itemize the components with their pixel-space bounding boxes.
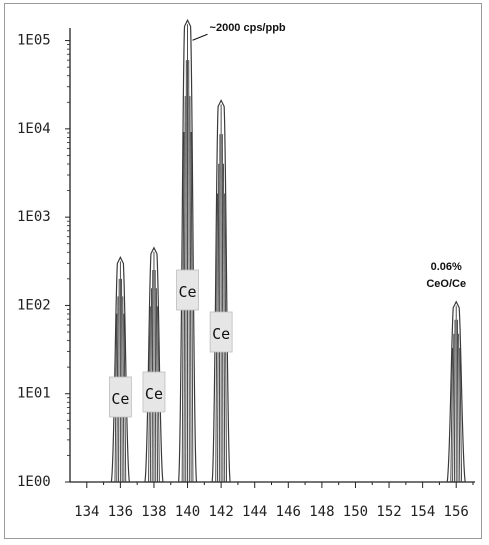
- isotope-label-box: [209, 311, 233, 353]
- y-tick-label: 1E01: [17, 386, 51, 402]
- peaks: Ce Ce Ce Ce: [108, 18, 466, 483]
- peak-trace: [459, 347, 463, 483]
- y-tick-label: 1E05: [17, 33, 51, 49]
- chart-frame: Ce Ce Ce Ce 1E00 1E01 1E02 1E03 1E04 1E05 134 136 1…: [4, 3, 482, 539]
- isotope-label: Ce: [111, 390, 129, 408]
- peak-trace: [458, 333, 461, 483]
- annotations: ~2000 cps/ppb 0.06% CeO/Ce: [210, 22, 467, 290]
- x-tick-label: 146: [276, 504, 301, 520]
- x-tick-label: 138: [141, 504, 166, 520]
- x-tick-label: 154: [410, 504, 435, 520]
- isotope-label: Ce: [212, 325, 230, 343]
- peak-trace: [452, 333, 455, 483]
- isotope-label: Ce: [145, 385, 163, 403]
- peak-trace: [456, 319, 459, 483]
- ticks: 1E00 1E01 1E02 1E03 1E04 1E05 134 136 138 140 142 1…: [17, 33, 474, 520]
- peak-trace: [221, 134, 224, 483]
- x-tick-label: 148: [309, 504, 334, 520]
- x-tick-label: 142: [208, 504, 233, 520]
- peak: [110, 256, 131, 483]
- peak: [211, 99, 231, 483]
- annotation-cps-per-ppb: ~2000 cps/ppb: [210, 22, 286, 34]
- isotope-label-box: [142, 371, 166, 413]
- x-tick-label: 156: [444, 504, 469, 520]
- peak-trace: [218, 134, 221, 483]
- peak: [144, 246, 164, 483]
- y-tick-label: 1E02: [17, 297, 51, 313]
- x-tick-label: 152: [376, 504, 401, 520]
- x-tick-label: 134: [74, 504, 99, 520]
- x-tick-label: 150: [343, 504, 368, 520]
- y-tick-label: 1E03: [17, 209, 51, 225]
- isotope-label-box: [108, 376, 132, 418]
- peak: [177, 18, 198, 483]
- annotation-leader: [192, 33, 208, 41]
- annotation-ceo-percent: 0.06%: [431, 261, 462, 273]
- x-tick-label: 140: [175, 504, 200, 520]
- x-tick-label: 136: [108, 504, 133, 520]
- annotation-ceo-ratio: CeO/Ce: [426, 278, 466, 290]
- isotope-label-box: [176, 269, 199, 311]
- x-tick-label: 144: [242, 504, 267, 520]
- y-tick-label: 1E00: [17, 474, 51, 490]
- peak: [446, 300, 466, 483]
- y-tick-label: 1E04: [17, 121, 51, 137]
- peak-trace: [450, 347, 454, 483]
- isotope-label: Ce: [179, 283, 197, 301]
- peak-trace: [453, 319, 456, 483]
